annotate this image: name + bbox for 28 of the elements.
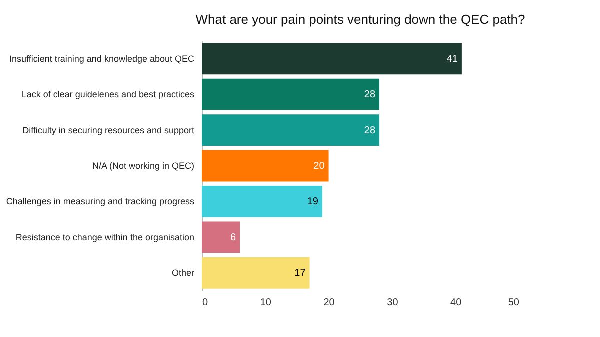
data-label: 6 (230, 232, 236, 244)
data-label: 28 (364, 125, 376, 136)
y-tick-label: Difficulty in securing resources and support (22, 125, 195, 136)
bar (202, 257, 310, 289)
x-tick-label: 30 (387, 298, 399, 308)
x-tick-label: 50 (508, 298, 520, 308)
data-label: 17 (294, 268, 306, 280)
x-tick-label: 0 (202, 298, 208, 308)
bar (202, 222, 240, 254)
chart-title: What are your pain points venturing down the QEC path? (196, 12, 526, 27)
data-label: 19 (307, 196, 319, 208)
x-tick-label: 40 (450, 298, 462, 308)
bar (202, 150, 329, 182)
bar (202, 114, 380, 146)
y-tick-label: Challenges in measuring and tracking progress (6, 196, 195, 207)
x-tick-label: 10 (260, 298, 272, 308)
data-label: 41 (446, 54, 458, 65)
data-label: 20 (314, 161, 326, 172)
data-label: 28 (364, 90, 376, 101)
bar (202, 43, 462, 75)
x-tick-label: 20 (324, 298, 336, 308)
bar (202, 78, 380, 110)
bar (202, 186, 322, 218)
y-tick-label: Lack of clear guidelenes and best practices (22, 90, 195, 100)
y-tick-label: Resistance to change within the organisation (16, 232, 194, 242)
y-tick-label: Other (172, 268, 194, 278)
y-tick-label: Insufficient training and knowledge about QEC (10, 54, 195, 64)
y-tick-label: N/A (Not working in QEC) (92, 161, 194, 171)
